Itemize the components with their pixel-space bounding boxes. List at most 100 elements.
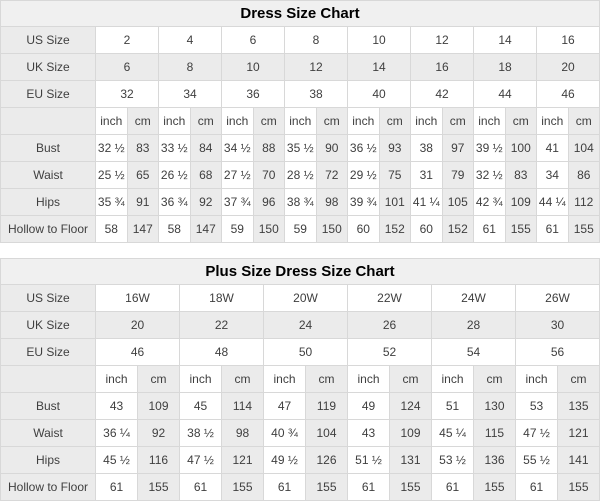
- size-value-cell: 18W: [179, 284, 264, 312]
- measure-inch-cell: 31: [410, 161, 443, 189]
- size-value-cell: 46: [536, 80, 600, 108]
- row-label: Waist: [0, 161, 96, 189]
- row-label: Hollow to Floor: [0, 473, 96, 501]
- measure-inch-cell: 36 ¼: [95, 419, 138, 447]
- measure-cm-cell: 88: [252, 134, 285, 162]
- measure-inch-cell: 38 ½: [179, 419, 222, 447]
- size-value-cell: 54: [431, 338, 516, 366]
- measure-cm-cell: 121: [557, 419, 600, 447]
- measure-cm-cell: 121: [221, 446, 264, 474]
- measure-cm-cell: 115: [473, 419, 516, 447]
- size-value-cell: 20W: [263, 284, 348, 312]
- dress-size-chart-table: Dress Size Chart US Size 2 4 6 8 10 12 14 16 UK S…: [0, 0, 600, 243]
- measure-inch-cell: 33 ½: [158, 134, 191, 162]
- unit-inch-cell: inch: [179, 365, 222, 393]
- size-row: UK Size 20 22 24 26 28 30: [0, 311, 600, 339]
- measure-cm-cell: 150: [252, 215, 285, 243]
- size-value-cell: 10: [347, 26, 411, 54]
- measure-inch-cell: 61: [179, 473, 222, 501]
- measure-cm-cell: 155: [305, 473, 348, 501]
- unit-inch-cell: inch: [284, 107, 317, 135]
- unit-inch-cell: inch: [347, 107, 380, 135]
- measure-inch-cell: 55 ½: [515, 446, 558, 474]
- measure-inch-cell: 28 ½: [284, 161, 317, 189]
- unit-row: inch cm inch cm inch cm inch cm inch cm inch cm: [0, 365, 600, 393]
- size-value-cell: 50: [263, 338, 348, 366]
- measure-cm-cell: 112: [567, 188, 600, 216]
- unit-row-label: [0, 107, 96, 135]
- measure-cm-cell: 109: [137, 392, 180, 420]
- measure-inch-cell: 43: [95, 392, 138, 420]
- measure-inch-cell: 51 ½: [347, 446, 390, 474]
- measure-inch-cell: 58: [95, 215, 128, 243]
- measure-inch-cell: 25 ½: [95, 161, 128, 189]
- size-value-cell: 46: [95, 338, 180, 366]
- measure-cm-cell: 136: [473, 446, 516, 474]
- chart-title-row: Plus Size Dress Size Chart: [0, 258, 600, 285]
- size-value-cell: 42: [410, 80, 474, 108]
- size-row: EU Size 32 34 36 38 40 42 44 46: [0, 80, 600, 108]
- measure-inch-cell: 53 ½: [431, 446, 474, 474]
- size-value-cell: 24: [263, 311, 348, 339]
- measure-cm-cell: 135: [557, 392, 600, 420]
- measure-cm-cell: 104: [567, 134, 600, 162]
- row-label: UK Size: [0, 311, 96, 339]
- measure-inch-cell: 26 ½: [158, 161, 191, 189]
- size-value-cell: 40: [347, 80, 411, 108]
- measure-cm-cell: 104: [305, 419, 348, 447]
- unit-cm-cell: cm: [189, 107, 222, 135]
- measure-cm-cell: 155: [557, 473, 600, 501]
- unit-inch-cell: inch: [536, 107, 569, 135]
- size-value-cell: 8: [284, 26, 348, 54]
- row-label: US Size: [0, 284, 96, 312]
- measure-inch-cell: 39 ¾: [347, 188, 380, 216]
- measure-inch-cell: 41 ¼: [410, 188, 443, 216]
- unit-inch-cell: inch: [158, 107, 191, 135]
- size-value-cell: 4: [158, 26, 222, 54]
- measure-cm-cell: 119: [305, 392, 348, 420]
- size-value-cell: 32: [95, 80, 159, 108]
- measure-cm-cell: 101: [378, 188, 411, 216]
- measure-inch-cell: 47: [263, 392, 306, 420]
- size-value-cell: 26W: [515, 284, 600, 312]
- measure-cm-cell: 86: [567, 161, 600, 189]
- measure-inch-cell: 53: [515, 392, 558, 420]
- measure-inch-cell: 60: [347, 215, 380, 243]
- size-value-cell: 24W: [431, 284, 516, 312]
- measure-row: Bust 43 109 45 114 47 119 49 124 51 130 53 135: [0, 392, 600, 420]
- measure-cm-cell: 147: [189, 215, 222, 243]
- size-value-cell: 30: [515, 311, 600, 339]
- unit-inch-cell: inch: [347, 365, 390, 393]
- measure-inch-cell: 34 ½: [221, 134, 254, 162]
- measure-cm-cell: 90: [315, 134, 348, 162]
- measure-inch-cell: 36 ½: [347, 134, 380, 162]
- size-value-cell: 2: [95, 26, 159, 54]
- row-label: EU Size: [0, 338, 96, 366]
- measure-cm-cell: 155: [221, 473, 264, 501]
- unit-cm-cell: cm: [473, 365, 516, 393]
- row-label: Hips: [0, 446, 96, 474]
- measure-inch-cell: 32 ½: [95, 134, 128, 162]
- measure-inch-cell: 59: [221, 215, 254, 243]
- measure-cm-cell: 96: [252, 188, 285, 216]
- size-value-cell: 14: [347, 53, 411, 81]
- measure-row: Waist 36 ¼ 92 38 ½ 98 40 ¾ 104 43 109 45 ¼ 115 47 ½…: [0, 419, 600, 447]
- measure-cm-cell: 92: [137, 419, 180, 447]
- measure-cm-cell: 65: [126, 161, 159, 189]
- unit-cm-cell: cm: [126, 107, 159, 135]
- row-label: Waist: [0, 419, 96, 447]
- row-label: Hips: [0, 188, 96, 216]
- measure-inch-cell: 29 ½: [347, 161, 380, 189]
- measure-cm-cell: 116: [137, 446, 180, 474]
- measure-cm-cell: 114: [221, 392, 264, 420]
- row-label: Bust: [0, 134, 96, 162]
- measure-cm-cell: 72: [315, 161, 348, 189]
- measure-inch-cell: 61: [263, 473, 306, 501]
- size-row: UK Size 6 8 10 12 14 16 18 20: [0, 53, 600, 81]
- measure-inch-cell: 45: [179, 392, 222, 420]
- measure-inch-cell: 35 ½: [284, 134, 317, 162]
- row-label: US Size: [0, 26, 96, 54]
- measure-inch-cell: 38: [410, 134, 443, 162]
- unit-cm-cell: cm: [137, 365, 180, 393]
